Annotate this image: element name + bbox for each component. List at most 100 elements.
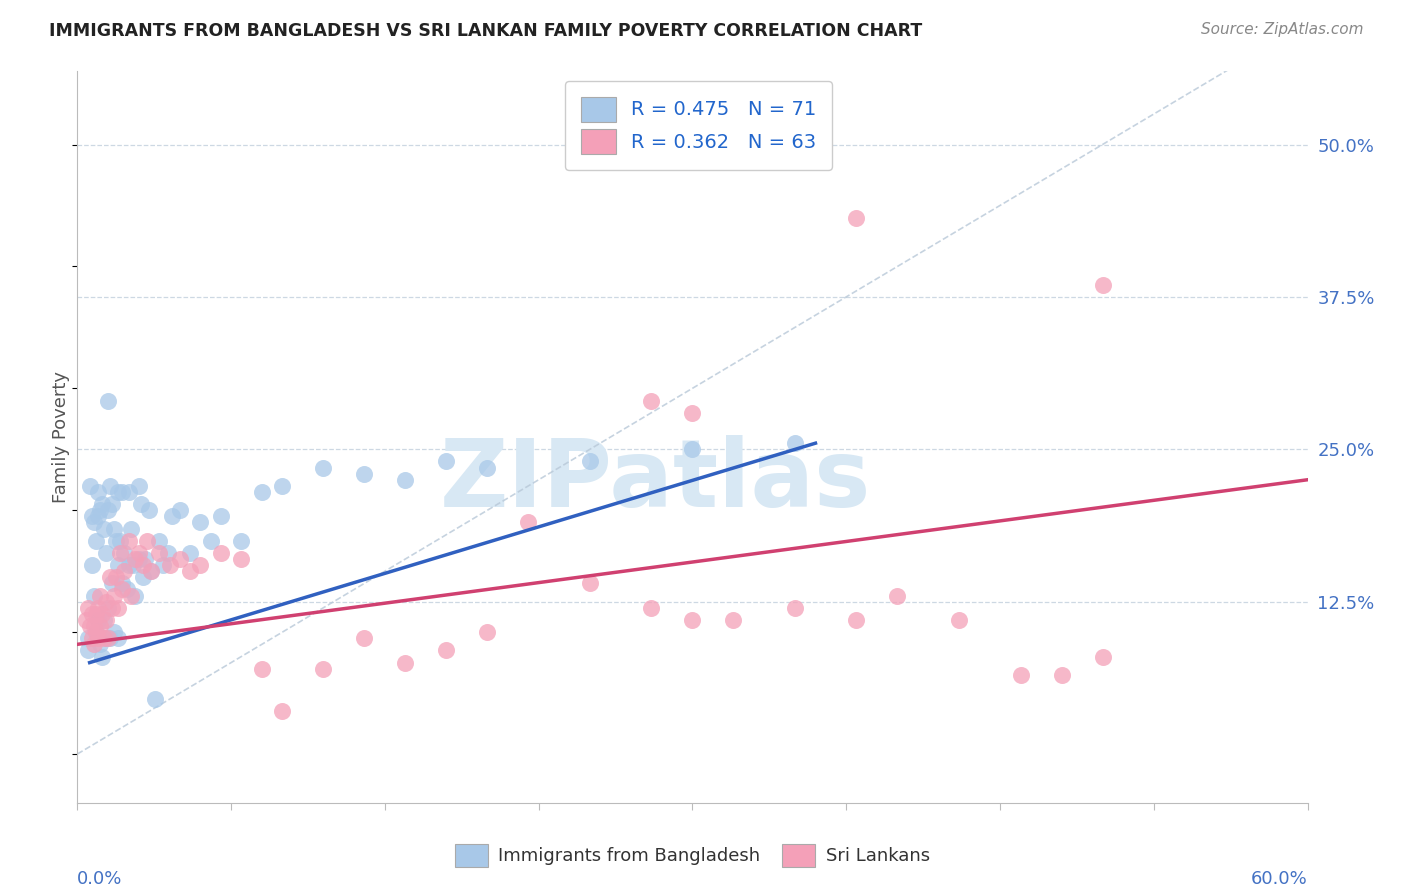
Point (83, 637, 105, 651)
Point (682, 613, 704, 627)
Point (250, 485, 273, 500)
Point (84, 625, 107, 640)
Point (353, 632, 375, 646)
Point (1010, 667, 1032, 681)
Point (94, 632, 117, 646)
Point (111, 576, 134, 591)
Point (94, 613, 117, 627)
Point (105, 533, 128, 548)
Point (477, 460, 499, 475)
Point (124, 589, 146, 603)
Point (138, 503, 160, 517)
Point (129, 497, 152, 511)
Point (394, 656, 416, 670)
Point (132, 570, 155, 584)
Point (94, 546, 117, 560)
Text: ZIPatlas: ZIPatlas (440, 435, 872, 527)
Point (93, 521, 115, 535)
Point (169, 552, 191, 566)
Legend: Immigrants from Bangladesh, Sri Lankans: Immigrants from Bangladesh, Sri Lankans (449, 837, 936, 874)
Point (89, 619, 111, 633)
Point (886, 589, 908, 603)
Point (80, 632, 103, 646)
Point (103, 625, 125, 640)
Point (111, 485, 134, 500)
Point (87, 485, 110, 500)
Point (517, 516, 540, 530)
Point (128, 552, 150, 566)
Point (98, 570, 121, 584)
Point (79, 619, 101, 633)
Point (97, 632, 120, 646)
Point (121, 558, 143, 573)
Point (101, 600, 124, 615)
Point (89, 637, 111, 651)
Point (148, 533, 170, 548)
Point (94, 594, 117, 608)
Point (209, 546, 232, 560)
Point (97, 503, 120, 517)
Point (640, 393, 662, 408)
Point (132, 558, 155, 573)
Point (90, 607, 114, 621)
Point (107, 632, 129, 646)
Point (436, 643, 458, 657)
Point (80, 607, 103, 621)
Point (250, 662, 273, 676)
Point (128, 479, 150, 493)
Point (159, 558, 181, 573)
Point (98, 479, 121, 493)
Point (117, 558, 139, 573)
Point (89, 589, 111, 603)
Point (97, 600, 120, 615)
Point (209, 509, 232, 524)
Point (120, 589, 142, 603)
Point (271, 705, 294, 719)
Text: Source: ZipAtlas.com: Source: ZipAtlas.com (1201, 22, 1364, 37)
Point (97, 393, 120, 408)
Point (107, 485, 129, 500)
Point (152, 558, 174, 573)
Point (110, 533, 132, 548)
Point (87, 600, 110, 615)
Point (101, 497, 124, 511)
Point (114, 546, 136, 560)
Point (231, 533, 253, 548)
Point (188, 516, 212, 530)
Point (75, 613, 97, 627)
Point (83, 516, 105, 530)
Point (179, 564, 201, 578)
Point (783, 436, 806, 450)
Point (107, 558, 129, 573)
Point (93, 632, 115, 646)
Point (117, 533, 139, 548)
Point (160, 509, 183, 524)
Point (169, 503, 191, 517)
Point (128, 546, 150, 560)
Point (103, 589, 125, 603)
Point (79, 479, 101, 493)
Point (93, 613, 115, 627)
Point (124, 552, 146, 566)
Point (103, 521, 125, 535)
Point (83, 619, 105, 633)
Point (80, 558, 103, 573)
Point (107, 600, 129, 615)
Point (76, 600, 98, 615)
Point (90, 497, 114, 511)
Point (143, 692, 166, 706)
Point (579, 454, 602, 468)
Point (101, 576, 124, 591)
Point (179, 546, 201, 560)
Point (477, 625, 499, 640)
Point (105, 570, 128, 584)
Point (115, 582, 138, 597)
Point (353, 467, 375, 481)
Point (84, 625, 107, 640)
Point (200, 533, 222, 548)
Point (1091, 649, 1114, 664)
Point (845, 613, 868, 627)
Point (134, 552, 156, 566)
Point (682, 442, 704, 457)
Point (312, 460, 335, 475)
